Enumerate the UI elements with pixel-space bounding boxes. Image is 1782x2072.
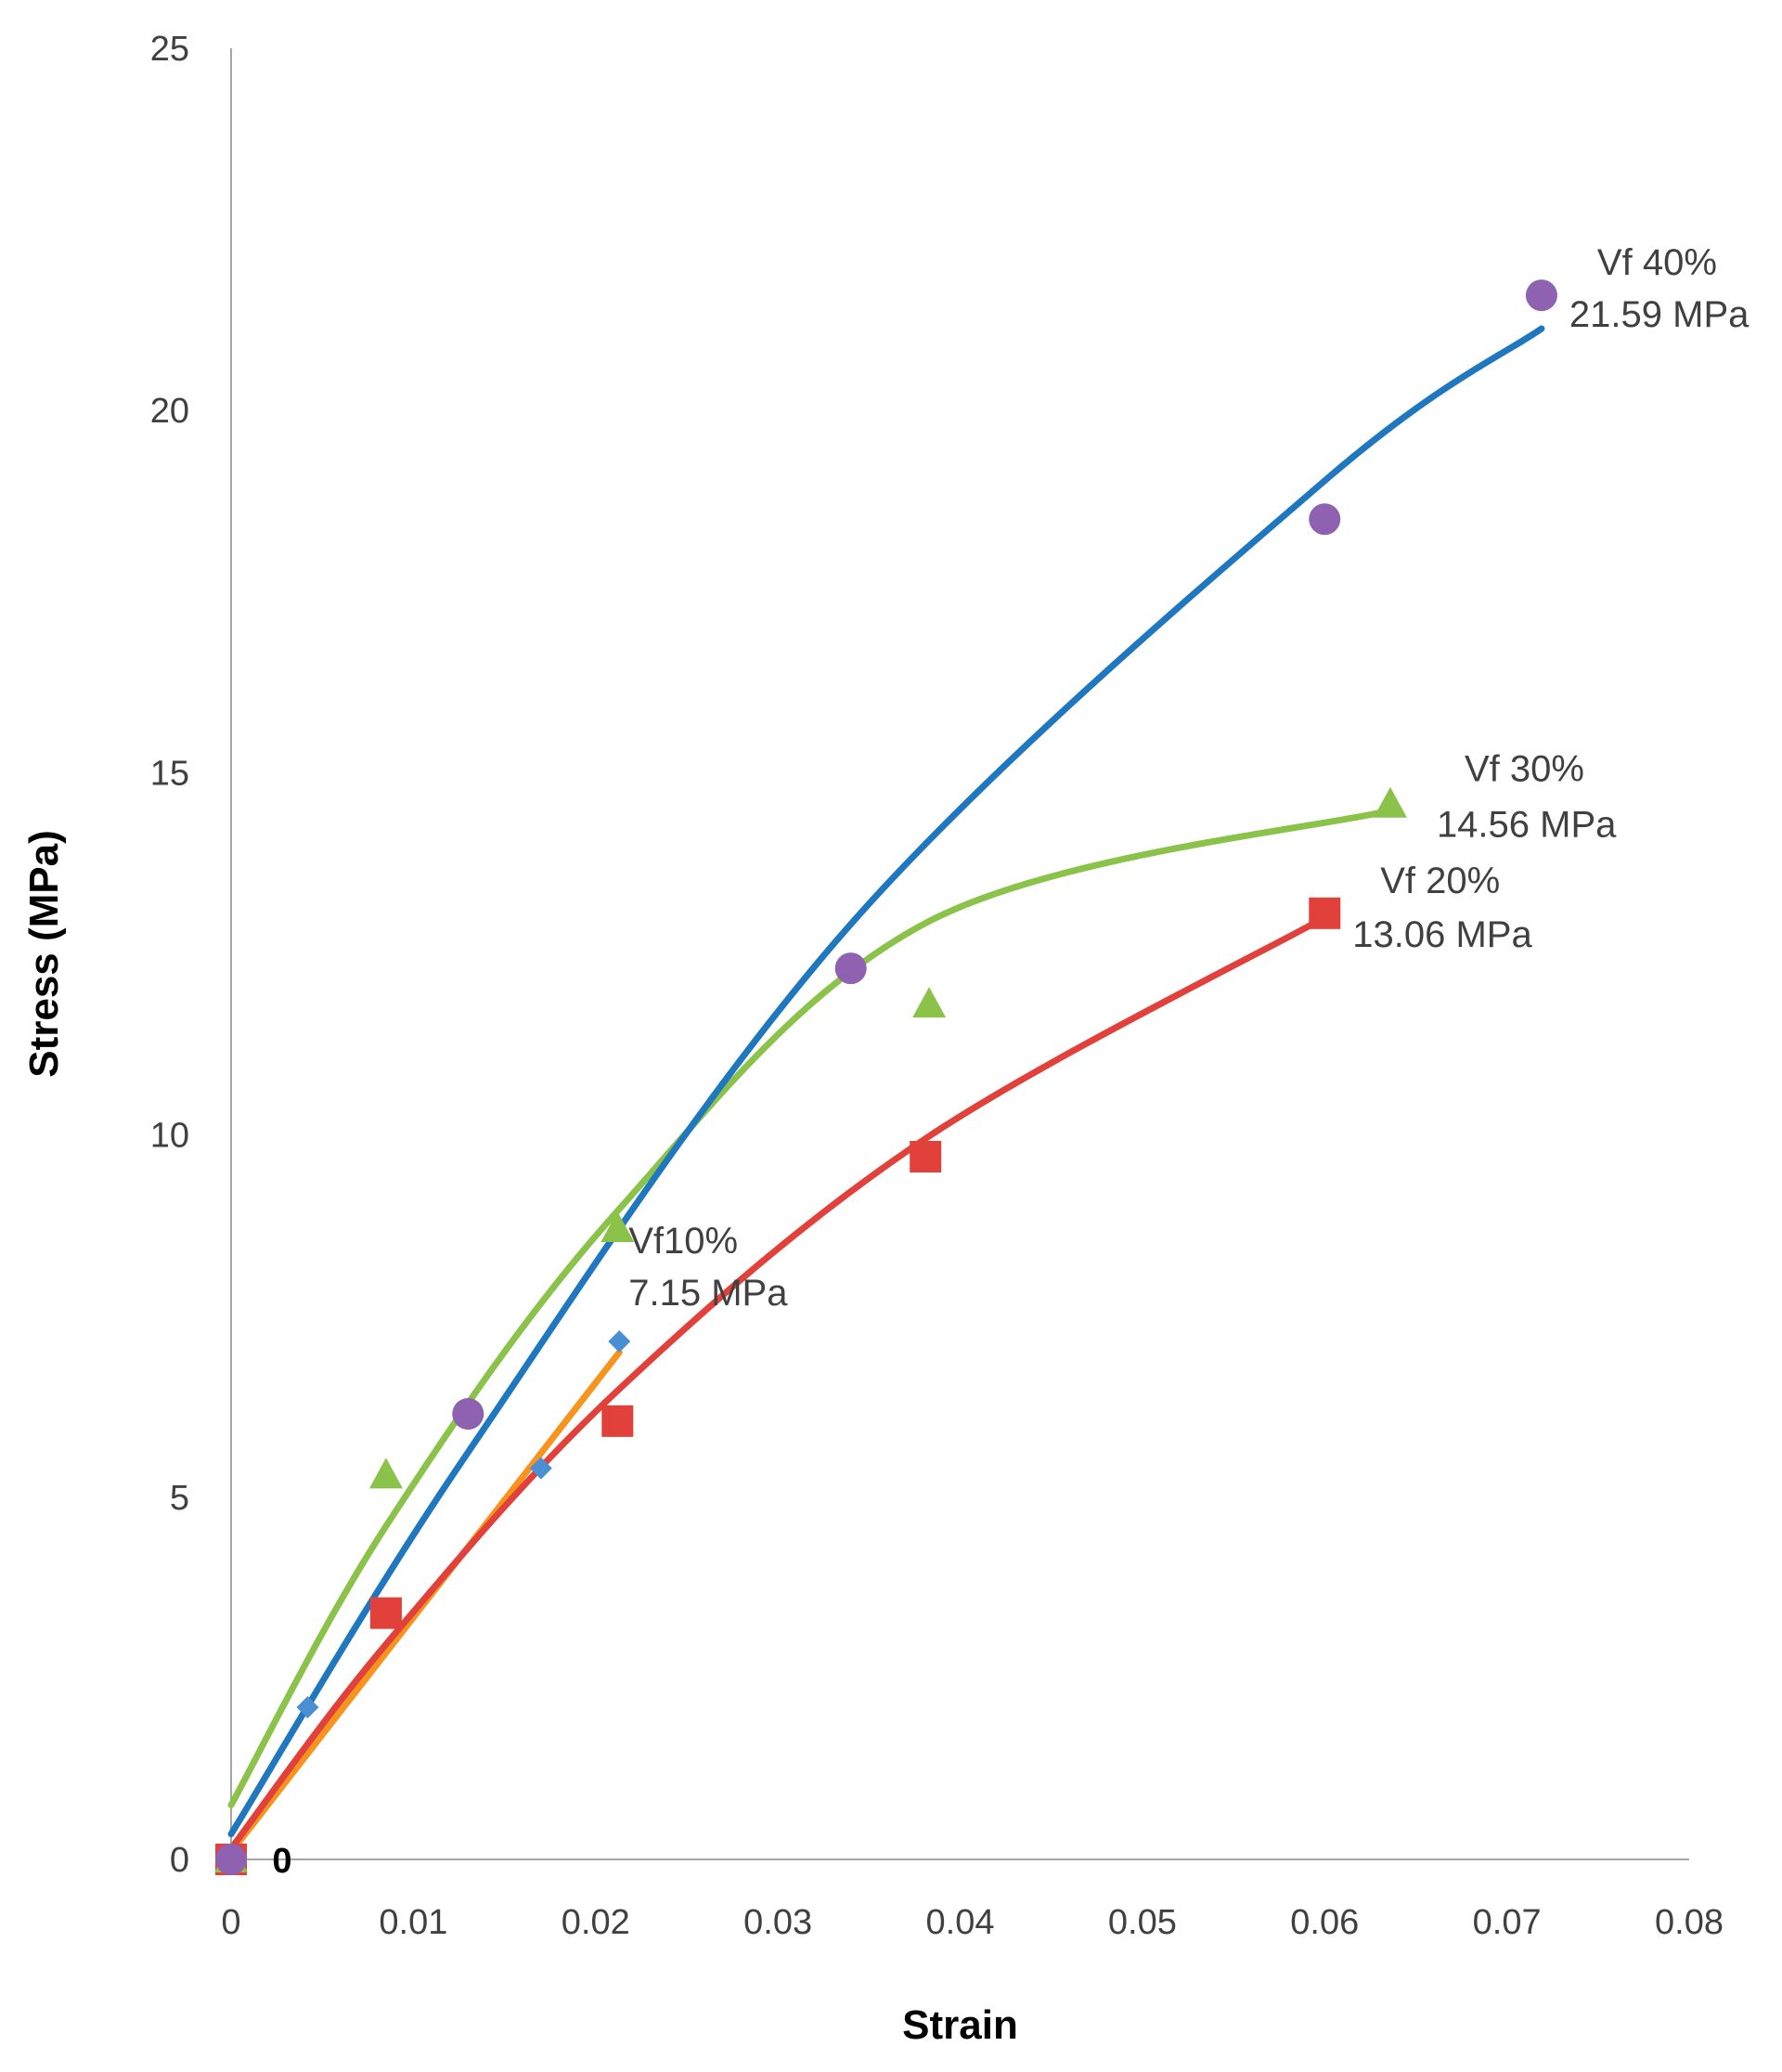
annotation-vf-40--line-1: Vf 40% bbox=[1597, 242, 1717, 283]
x-tick-label: 0.02 bbox=[562, 1903, 630, 1942]
data-point-vf10- bbox=[529, 1457, 552, 1480]
annotation-vf10--line-1: Vf10% bbox=[628, 1221, 738, 1262]
annotation-vf-30--line-2: 14.56 MPa bbox=[1437, 805, 1617, 846]
data-point-vf-40- bbox=[215, 1844, 247, 1875]
origin-zero-label: 0 bbox=[272, 1842, 291, 1881]
annotation-vf-40--line-2: 21.59 MPa bbox=[1569, 294, 1750, 335]
x-tick-label: 0.04 bbox=[926, 1903, 995, 1942]
y-tick-label: 5 bbox=[170, 1479, 189, 1518]
y-tick-label: 15 bbox=[150, 754, 189, 793]
x-tick-label: 0.07 bbox=[1473, 1903, 1542, 1942]
data-point-vf-40- bbox=[834, 952, 867, 985]
y-tick-label: 0 bbox=[170, 1841, 189, 1880]
axes bbox=[230, 48, 1689, 1860]
trend-line-vf-40- bbox=[227, 325, 1545, 1838]
data-point-vf-40- bbox=[1525, 279, 1557, 312]
x-tick-label: 0 bbox=[221, 1903, 240, 1942]
data-point-vf-40- bbox=[452, 1398, 484, 1431]
y-tick-label: 10 bbox=[150, 1117, 189, 1156]
trend-line-vf-30- bbox=[227, 807, 1394, 1808]
data-point-vf-20- bbox=[601, 1405, 634, 1437]
x-tick-label: 0.08 bbox=[1655, 1903, 1724, 1942]
data-point-vf-30- bbox=[368, 1457, 403, 1489]
y-tick-label: 20 bbox=[150, 392, 189, 431]
x-tick-label: 0.05 bbox=[1108, 1903, 1177, 1942]
data-markers bbox=[214, 279, 1557, 1875]
data-point-vf-20- bbox=[910, 1141, 942, 1173]
y-tick-label: 25 bbox=[150, 30, 189, 69]
x-tick-label: 0.01 bbox=[379, 1903, 447, 1942]
annotation-vf-20--line-1: Vf 20% bbox=[1380, 861, 1500, 901]
y-axis-title: Stress (MPa) bbox=[21, 830, 67, 1078]
data-point-vf-20- bbox=[1309, 897, 1341, 929]
trend-line-vf-20- bbox=[227, 913, 1328, 1852]
data-point-vf-30- bbox=[912, 987, 947, 1018]
trend-lines bbox=[227, 325, 1545, 1856]
data-point-vf-40- bbox=[1309, 503, 1341, 536]
annotations: 0 Vf10% 7.15 MPa Vf 20% 13.06 MPa Vf 30% 14.56… bbox=[272, 242, 1750, 1881]
data-point-vf-20- bbox=[369, 1597, 402, 1629]
x-axis-title: Strain bbox=[902, 2002, 1018, 2048]
annotation-vf-20--line-2: 13.06 MPa bbox=[1352, 914, 1532, 955]
annotation-vf10--line-2: 7.15 MPa bbox=[628, 1273, 788, 1314]
data-point-vf10- bbox=[296, 1696, 319, 1719]
data-point-vf-30- bbox=[1373, 786, 1407, 818]
x-tick-label: 0.03 bbox=[743, 1903, 812, 1942]
annotation-vf-30--line-1: Vf 30% bbox=[1465, 749, 1584, 790]
data-point-vf-30- bbox=[600, 1211, 635, 1243]
x-tick-label: 0.06 bbox=[1290, 1903, 1359, 1942]
tick-labels: 0 0.01 0.02 0.03 0.04 0.05 0.06 0.07 0.08 0 5 10 15 2… bbox=[150, 30, 1724, 1942]
data-point-vf10- bbox=[608, 1330, 631, 1353]
